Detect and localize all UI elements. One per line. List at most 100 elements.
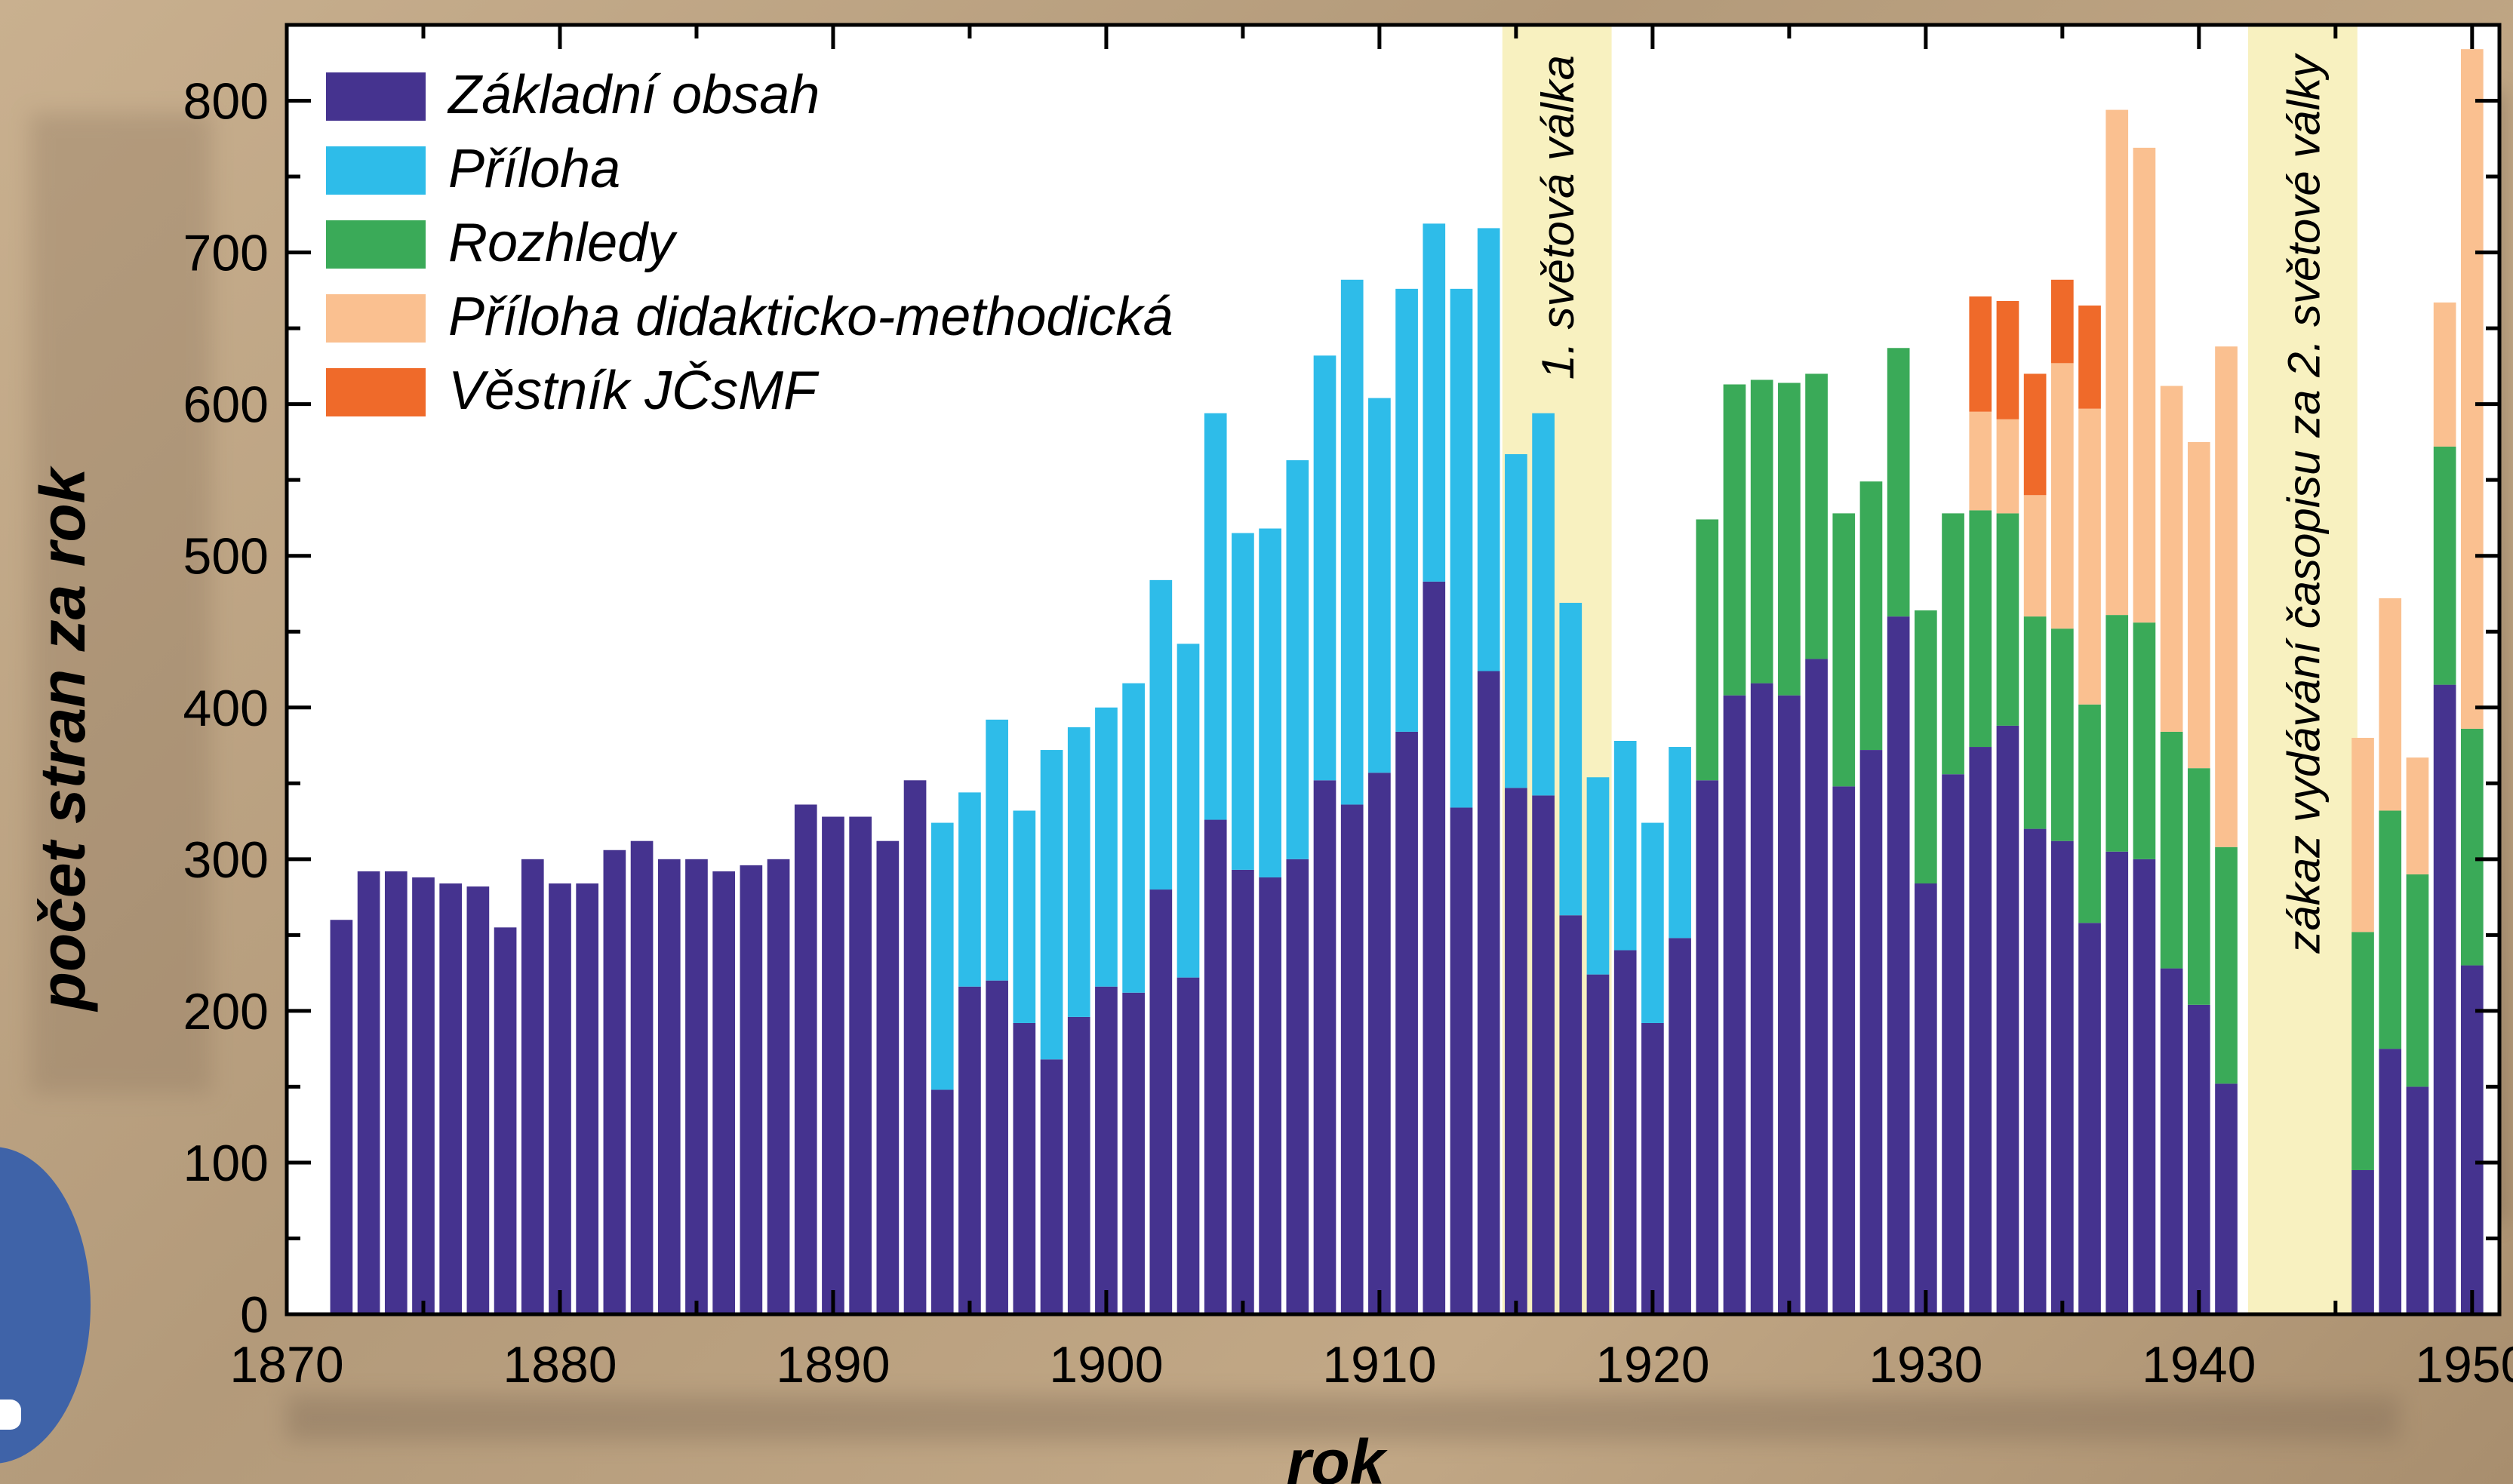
bar-segment xyxy=(1259,528,1281,877)
y-axis-title: počet stran za rok xyxy=(27,465,98,1012)
x-tick-label: 1880 xyxy=(503,1336,617,1393)
bar-segment xyxy=(1532,795,1555,1314)
axes: 0 100 200 300 400 500 600 700 800 1870 1880 1890 190… xyxy=(183,23,2513,1393)
bar-segment xyxy=(2023,373,2047,496)
bar-segment xyxy=(1832,513,1856,787)
bar-segment xyxy=(2433,684,2456,1314)
bar-segment xyxy=(1805,373,1828,659)
bar-segment xyxy=(2187,1004,2210,1314)
bar-segment xyxy=(1996,513,2019,726)
bar-segment xyxy=(1505,788,1527,1314)
bar-segment xyxy=(1613,950,1637,1314)
bar-segment xyxy=(1669,747,1691,939)
legend-label: Věstník JČsMF xyxy=(448,361,820,421)
bar-segment xyxy=(2105,109,2129,616)
x-tick-label: 1950 xyxy=(2415,1336,2513,1393)
bar-segment xyxy=(1340,804,1364,1314)
bar-segment xyxy=(1122,683,1145,993)
annotation-bands: 1. světová válka zákaz vydávání časopisu … xyxy=(1502,25,2358,1314)
bar-segment xyxy=(1313,780,1336,1314)
legend-label: Příloha didakticko-methodická xyxy=(448,287,1173,347)
bar-segment xyxy=(794,804,817,1314)
bar-segment xyxy=(1013,810,1036,1023)
bar-segment xyxy=(2215,346,2238,847)
bar-segment xyxy=(2460,728,2484,966)
bar-segment xyxy=(1149,579,1173,890)
bar-segment xyxy=(1340,279,1364,805)
bar-segment xyxy=(2078,923,2101,1314)
bar-segment xyxy=(2133,622,2156,859)
bar-segment xyxy=(1395,731,1418,1314)
bar-segment xyxy=(930,1089,954,1314)
y-tick-label: 700 xyxy=(183,225,269,282)
bar-segment xyxy=(1559,915,1583,1314)
bar-segment xyxy=(2215,846,2238,1084)
bar-segment xyxy=(2050,840,2074,1314)
legend-label: Rozhledy xyxy=(448,213,678,273)
legend-label: Příloha xyxy=(448,139,620,199)
bar-segment xyxy=(2050,628,2074,841)
bar-segment xyxy=(2023,495,2047,617)
bar-segment xyxy=(2023,616,2047,829)
bar-segment xyxy=(2352,737,2374,932)
bar-segment xyxy=(1259,877,1281,1314)
bar-segment xyxy=(2433,302,2456,447)
bar-segment xyxy=(1286,859,1309,1314)
bar-segment xyxy=(2352,932,2374,1170)
bar-segment xyxy=(1368,773,1391,1314)
x-tick-label: 1870 xyxy=(229,1336,343,1393)
x-axis-title: rok xyxy=(1287,1427,1389,1484)
bar-segment xyxy=(1177,644,1200,978)
bar-segment xyxy=(1723,695,1746,1314)
bar-segment xyxy=(1969,411,1992,511)
bar-segment xyxy=(2352,1169,2374,1314)
bar-segment xyxy=(1778,695,1801,1314)
bar-segment xyxy=(412,877,435,1314)
bar-segment xyxy=(1969,510,1992,748)
bar-segment xyxy=(549,883,571,1314)
annotation-band-2 xyxy=(2247,25,2358,1314)
bar-segment xyxy=(1996,419,2019,514)
bar-segment xyxy=(2187,441,2210,769)
bar-segment xyxy=(1859,750,1883,1314)
bar-segment xyxy=(986,719,1008,981)
bar-segment xyxy=(1586,974,1610,1314)
bar-segment xyxy=(2050,363,2074,629)
bar-segment xyxy=(1368,398,1391,773)
bar-segment xyxy=(2187,768,2210,1005)
bar-segment xyxy=(2160,386,2183,732)
x-tick-label: 1920 xyxy=(1595,1336,1709,1393)
bar-segment xyxy=(1232,533,1254,870)
bar-segment xyxy=(903,780,927,1314)
bar-segment xyxy=(1067,727,1090,1017)
bar-segment xyxy=(1450,288,1473,808)
bar-segment xyxy=(2078,408,2101,705)
bar-segment xyxy=(1969,296,1992,412)
bar-segment xyxy=(1313,355,1336,781)
bar-segment xyxy=(2133,147,2156,623)
bar-segment xyxy=(1423,223,1446,582)
bar-segment xyxy=(1532,413,1555,796)
bar-segment xyxy=(1586,777,1610,975)
bar-segment xyxy=(1942,513,1964,775)
bar-segment xyxy=(2160,968,2183,1314)
bar-segment xyxy=(1969,747,1992,1314)
bar-segment xyxy=(958,792,981,987)
x-tick-label: 1890 xyxy=(776,1336,890,1393)
bar-segment xyxy=(930,822,954,1090)
bar-segment xyxy=(2215,1083,2238,1314)
y-tick-label: 600 xyxy=(183,376,269,434)
bar-segment xyxy=(1204,819,1227,1314)
bar-segment xyxy=(767,859,790,1314)
bar-segment xyxy=(712,871,736,1314)
bar-segment xyxy=(1696,780,1719,1314)
bar-segment xyxy=(740,865,763,1314)
bar-segment xyxy=(2406,1086,2429,1314)
bar-segment xyxy=(1067,1016,1090,1314)
legend: Základní obsah Příloha Rozhledy Příloha did… xyxy=(326,65,1173,421)
bars xyxy=(330,49,2484,1314)
bar-segment xyxy=(2023,828,2047,1314)
bar-segment xyxy=(2433,446,2456,685)
bar-segment xyxy=(330,920,353,1314)
bar-segment xyxy=(1641,822,1664,1023)
